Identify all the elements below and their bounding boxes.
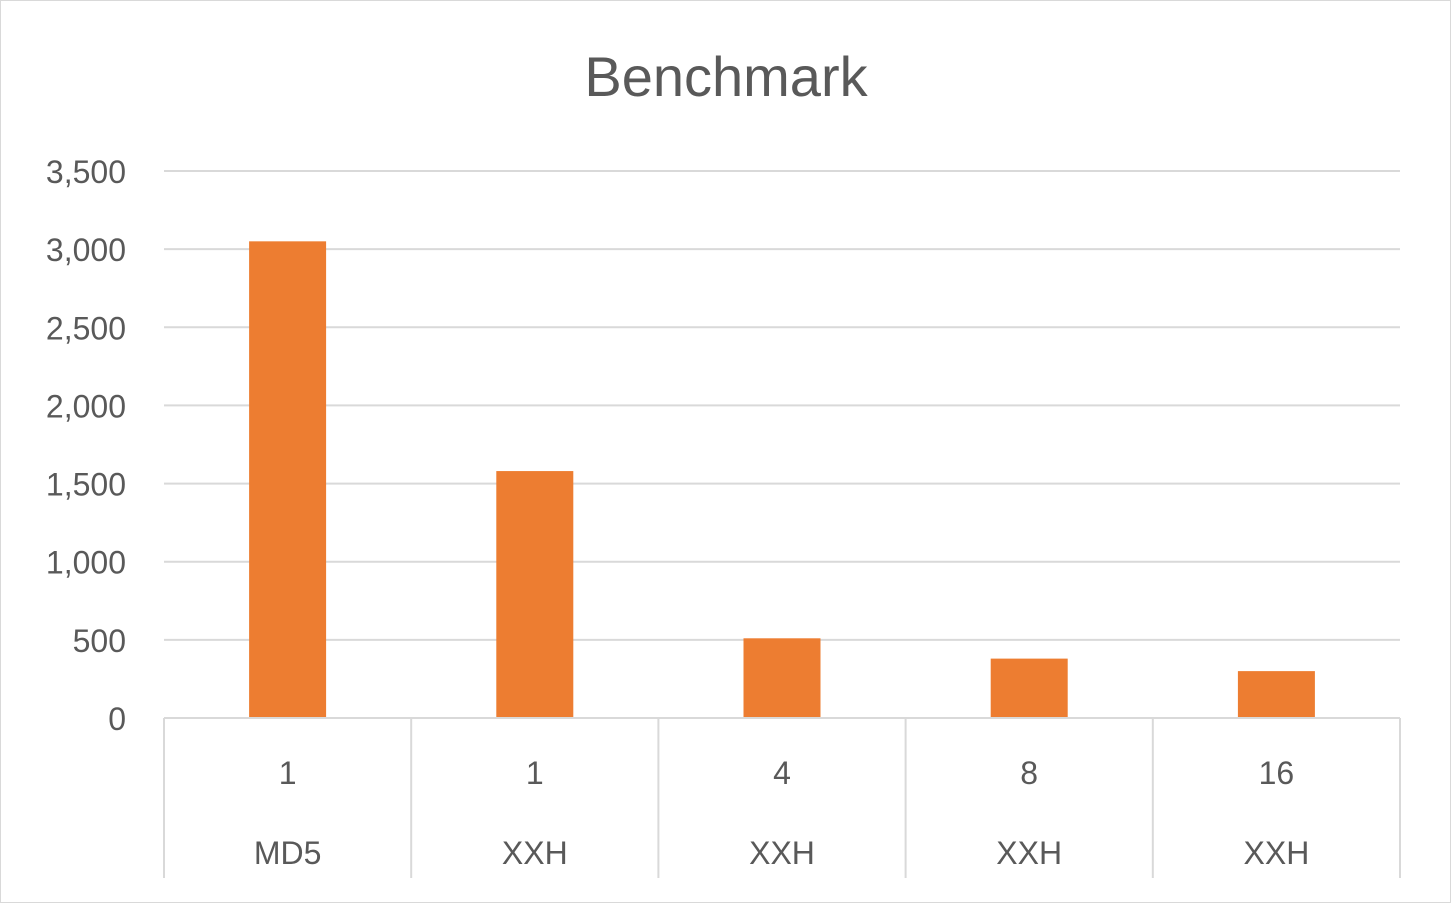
bar bbox=[1237, 671, 1315, 718]
x-tick-label-level2: MD5 bbox=[254, 835, 322, 871]
bar bbox=[496, 471, 574, 718]
x-tick-label-level2: XXH bbox=[502, 835, 568, 871]
y-tick-label: 1,500 bbox=[46, 467, 126, 503]
y-tick-label: 2,000 bbox=[46, 388, 126, 424]
x-tick-label-level2: XXH bbox=[749, 835, 815, 871]
x-tick-label-level2: XXH bbox=[1244, 835, 1310, 871]
bars bbox=[249, 241, 1315, 719]
chart-title: Benchmark bbox=[584, 45, 868, 108]
bar bbox=[990, 658, 1068, 718]
y-axis-ticks: 0 500 1,000 1,500 2,000 2,500 3,000 3,500 bbox=[46, 154, 126, 737]
bar bbox=[249, 241, 327, 719]
x-tick-label-level1: 8 bbox=[1020, 755, 1038, 791]
x-tick-label-level2: XXH bbox=[996, 835, 1062, 871]
y-tick-label: 500 bbox=[73, 623, 126, 659]
x-tick-label-level1: 1 bbox=[279, 755, 297, 791]
y-tick-label: 3,500 bbox=[46, 154, 126, 190]
y-tick-label: 0 bbox=[108, 701, 126, 737]
y-tick-label: 2,500 bbox=[46, 310, 126, 346]
y-tick-label: 3,000 bbox=[46, 232, 126, 268]
gridlines bbox=[164, 170, 1400, 641]
bar bbox=[743, 638, 821, 718]
x-tick-label-level1: 16 bbox=[1259, 755, 1295, 791]
x-tick-label-level1: 4 bbox=[773, 755, 791, 791]
x-axis: 1 MD5 1 XXH 4 XXH 8 XXH 16 XXH bbox=[163, 717, 1401, 878]
y-tick-label: 1,000 bbox=[46, 545, 126, 581]
x-tick-label-level1: 1 bbox=[526, 755, 544, 791]
